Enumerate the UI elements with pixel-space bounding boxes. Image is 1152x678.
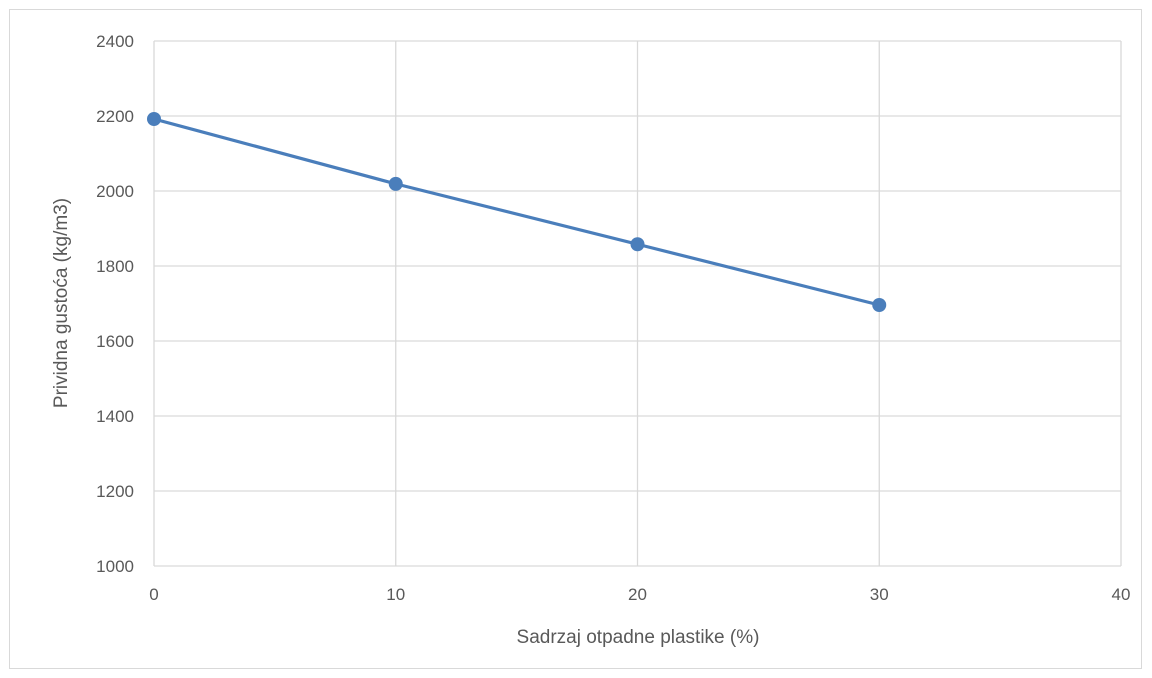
x-axis-title: Sadrzaj otpadne plastike (%) (517, 627, 760, 648)
y-tick-label-1600: 1600 (96, 332, 134, 351)
x-tick-label-40: 40 (1112, 585, 1131, 604)
chart-frame (9, 9, 1142, 669)
data-point-30 (872, 298, 887, 312)
x-tick-label-0: 0 (149, 585, 158, 604)
gridlines (153, 40, 1122, 567)
y-tick-label-2000: 2000 (96, 182, 134, 201)
x-tick-labels: 0 10 20 30 40 (149, 585, 1130, 604)
series-layer (147, 112, 887, 312)
x-tick-label-10: 10 (386, 585, 405, 604)
y-tick-labels: 1000 1200 1400 1600 1800 2000 2200 2400 (96, 32, 134, 576)
x-tick-label-30: 30 (870, 585, 889, 604)
data-point-20 (630, 237, 645, 252)
y-tick-label-1200: 1200 (96, 482, 134, 501)
data-point-0 (147, 112, 161, 126)
x-tick-label-20: 20 (628, 585, 647, 604)
series-line-0 (152, 117, 881, 307)
data-point-10 (388, 176, 403, 191)
y-tick-label-1800: 1800 (96, 257, 134, 276)
y-tick-label-1000: 1000 (96, 557, 134, 576)
y-tick-label-2400: 2400 (96, 32, 134, 51)
y-tick-label-1400: 1400 (96, 407, 134, 426)
y-axis-title: Prividna gustoća (kg/m3) (51, 198, 72, 408)
y-tick-label-2200: 2200 (96, 107, 134, 126)
